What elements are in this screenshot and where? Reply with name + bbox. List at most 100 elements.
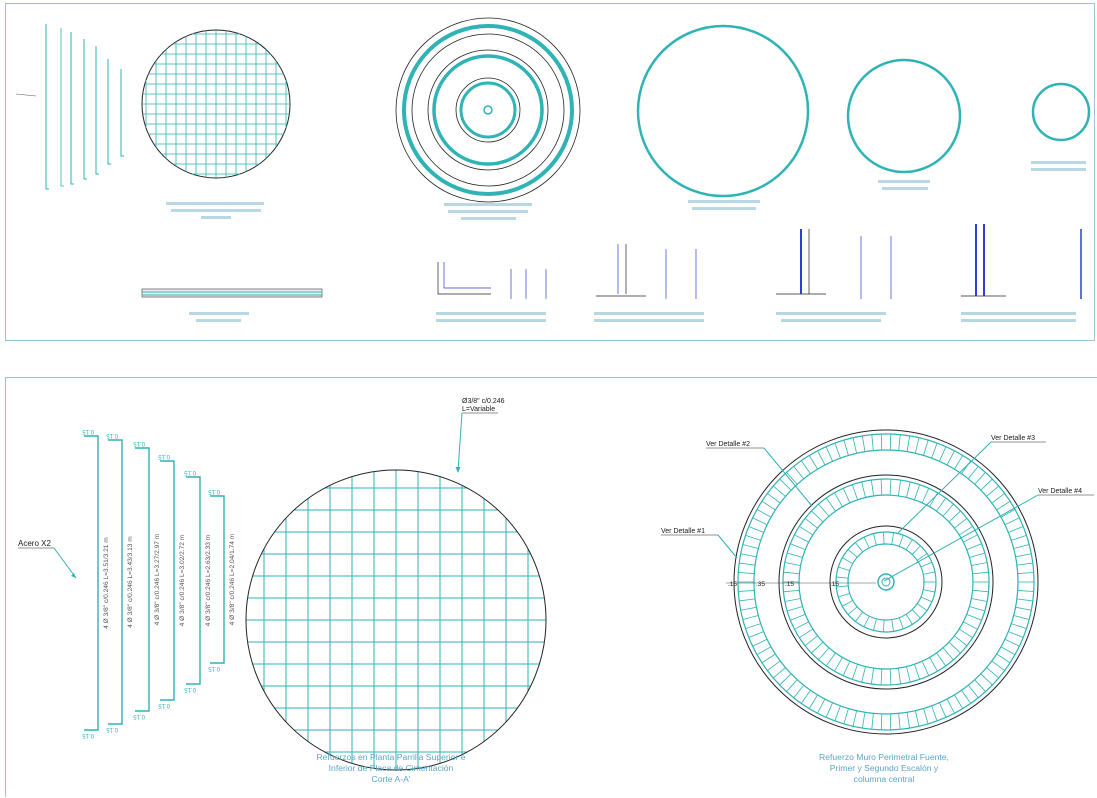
overview-ring-2	[846, 58, 962, 174]
ring-stirrup	[773, 485, 786, 497]
ring-stirrup	[825, 702, 833, 718]
overview-drawing	[15, 17, 1091, 322]
overview-slab-detail	[141, 288, 323, 322]
rebar-hook-bottom: 0.15	[158, 702, 170, 708]
ring-stirrup	[972, 571, 989, 575]
ring-stirrup	[871, 434, 874, 451]
ring-stirrup	[954, 635, 968, 646]
grid-note-spacing: Ø3/8" c/0.246	[462, 398, 505, 405]
overview-concentric-rings	[395, 17, 581, 203]
ring-stirrup	[855, 542, 864, 553]
ring-stirrup	[966, 543, 982, 551]
ring-stirrup	[996, 653, 1011, 664]
ring-stirrup	[889, 713, 892, 730]
ring-stirrup	[969, 552, 985, 558]
ring-stirrup	[799, 628, 814, 639]
ring-stirrup	[783, 589, 800, 593]
ring-stirrup	[873, 618, 877, 631]
ring-outline	[881, 577, 891, 587]
ring-stirrup	[1000, 646, 1016, 655]
ring-stirrup	[834, 442, 841, 459]
ring-stirrup	[800, 460, 811, 474]
acero-label: Acero X2	[18, 539, 51, 548]
ring-stirrup	[967, 466, 979, 480]
detail-callouts: Ver Detalle #1 Ver Detalle #2 Ver Detall…	[661, 435, 1094, 582]
detail-4-label: Ver Detalle #4	[1038, 488, 1082, 495]
slab-outline	[245, 469, 547, 771]
ring-stirrup	[889, 434, 892, 451]
ring-stirrup	[852, 437, 858, 454]
ring-stirrup	[954, 455, 964, 470]
ring-stirrup	[991, 660, 1005, 671]
ring-stirrup	[923, 589, 936, 593]
ring-stirrup	[783, 571, 800, 575]
ring-stirrup	[779, 478, 792, 491]
ring-stirrup	[980, 478, 993, 491]
ring-stirrup	[954, 518, 968, 529]
ring-stirrup	[793, 684, 805, 698]
ring-stirrup	[834, 492, 843, 507]
ring-stirrup	[942, 647, 954, 661]
ring-stirrup	[842, 660, 851, 676]
ring-stirrup	[748, 526, 764, 533]
ring-stirrup	[742, 615, 759, 620]
dim-4: .15	[830, 581, 839, 588]
rebar-hook-top: 0.15	[158, 453, 170, 459]
ring-stirrup	[914, 484, 921, 500]
ring-stirrup	[861, 481, 866, 498]
ring-stirrup	[911, 609, 921, 619]
ring-stirrup	[883, 619, 885, 632]
ring-stirrup	[873, 533, 877, 546]
detail-drawing: Acero X2 0.15 0.15 4 Ø 3/8" c/0.246 L=3.51…	[18, 398, 1094, 784]
ring-stirrup	[971, 562, 988, 566]
ring-stirrup	[1011, 623, 1027, 630]
caption-right-line1: Refuerzo Muro Perimetral Fuente,	[819, 752, 949, 762]
ring-stirrup	[739, 562, 756, 566]
ring-stirrup	[916, 603, 928, 611]
ring-stirrup	[946, 698, 955, 714]
ring-stirrup	[818, 647, 830, 661]
ring-stirrup	[914, 710, 920, 727]
ring-stirrup	[1013, 544, 1030, 549]
detail-3-leader	[897, 441, 992, 534]
ring-stirrup	[906, 712, 911, 729]
ring-stirrup	[963, 621, 978, 630]
ring-stirrup	[897, 479, 902, 496]
ring-stirrup	[870, 479, 875, 496]
ring-stirrup	[818, 503, 830, 517]
ring-stirrup	[742, 544, 759, 549]
grid-note-arrowhead	[455, 467, 461, 473]
ring-stirrup	[880, 668, 883, 685]
overview-captions	[166, 161, 1086, 220]
rebar-spec: 4 Ø 3/8" c/0.246 L=3.51/3.21 m	[103, 537, 110, 629]
ring-stirrup	[842, 600, 853, 607]
acero-arrowhead	[71, 573, 76, 578]
ring-stirrup	[906, 481, 911, 498]
ring-stirrup	[991, 493, 1005, 504]
ring-stirrup	[958, 628, 973, 639]
ring-stirrup	[794, 621, 809, 630]
ring-stirrup	[838, 592, 850, 598]
detail-2-label: Ver Detalle #2	[706, 441, 750, 448]
ring-stirrup	[921, 488, 930, 504]
ring-stirrup	[1004, 517, 1020, 526]
ring-stirrup	[863, 615, 870, 628]
ring-stirrup	[790, 613, 806, 621]
ring-stirrup	[752, 517, 768, 526]
ring-stirrup	[767, 660, 781, 671]
ring-stirrup	[861, 712, 866, 729]
ring-stirrup	[786, 679, 798, 692]
rebar-hook-bottom: 0.15	[106, 726, 118, 732]
ring-stirrup	[842, 557, 853, 564]
ring-stirrup	[942, 503, 954, 517]
rebar-hook-top: 0.15	[133, 440, 145, 446]
rebar-hook-top: 0.15	[82, 428, 94, 434]
ring-stirrup	[929, 657, 938, 672]
ring-stirrup	[767, 493, 781, 504]
ring-stirrup	[1015, 553, 1032, 558]
ring-stirrup	[847, 606, 858, 615]
rebar-spec: 4 Ø 3/8" c/0.246 L=2.63/2.33 m	[205, 534, 212, 626]
ring-stirrup	[1016, 562, 1033, 566]
ring-stirrup	[905, 539, 913, 550]
ring-stirrup	[808, 694, 818, 709]
